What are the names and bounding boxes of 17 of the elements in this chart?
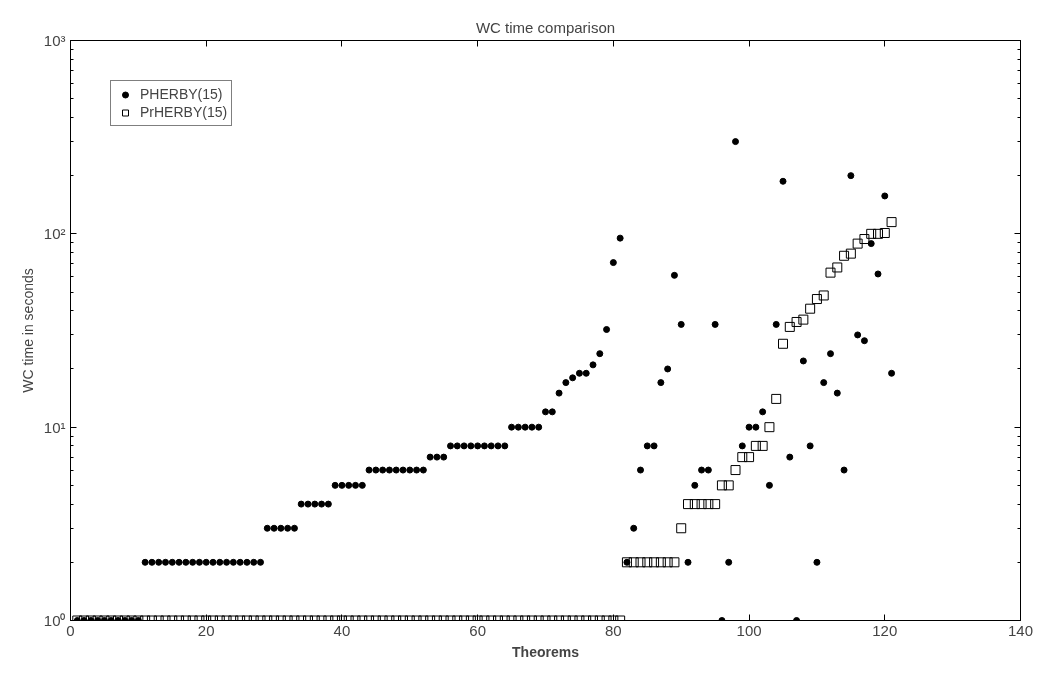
x-tick-label: 140 (1007, 621, 1034, 639)
x-tick-label: 80 (605, 621, 622, 639)
y-tick-label: 10⁰ (43, 612, 66, 629)
y-tick-label: 10³ (43, 32, 66, 49)
legend-label: PHERBY(15) (140, 85, 223, 103)
x-tick-label: 20 (197, 621, 215, 639)
x-tick-label: 60 (469, 621, 486, 639)
y-tick-label: 10¹ (43, 418, 66, 436)
x-tick-label: 0 (66, 621, 75, 639)
x-tick-label: 40 (333, 621, 351, 639)
x-axis-title: Theorems (512, 643, 580, 660)
y-tick-label: 10² (43, 225, 66, 243)
x-tick-label: 120 (872, 621, 898, 639)
legend-label: PrHERBY(15) (140, 103, 228, 121)
x-tick-label: 100 (736, 621, 762, 639)
chart-title: WC time comparison (475, 18, 616, 36)
y-axis-title: WC time in seconds (19, 268, 36, 393)
